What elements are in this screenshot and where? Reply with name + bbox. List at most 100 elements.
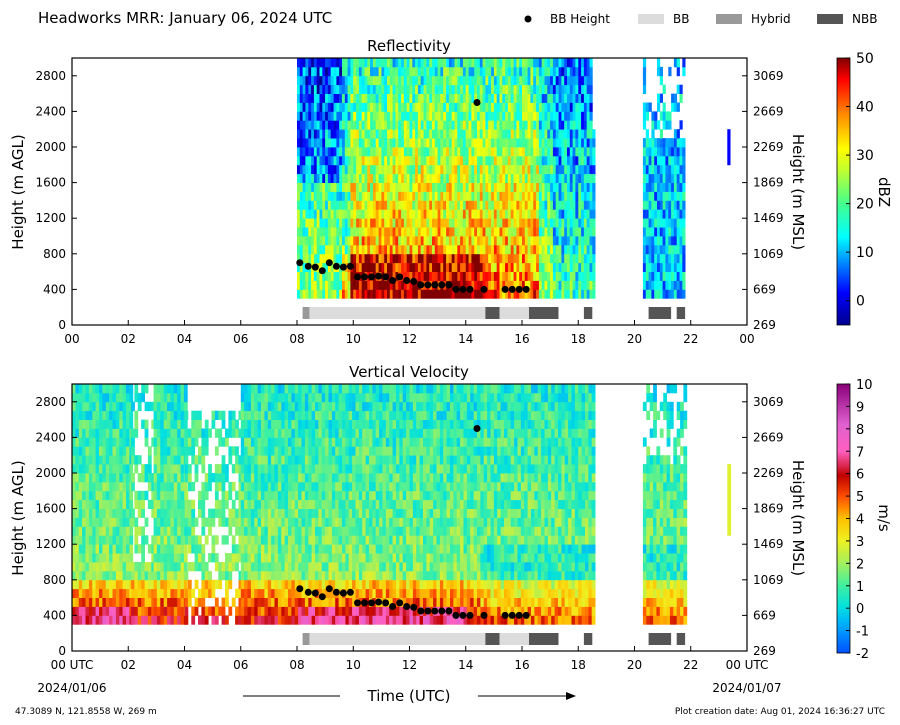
reflectivity-cell <box>319 191 323 201</box>
reflectivity-cell <box>567 227 571 237</box>
reflectivity-cell <box>311 75 315 86</box>
velocity-cell <box>261 490 265 501</box>
reflectivity-cell <box>440 173 444 183</box>
velocity-cell <box>225 562 229 572</box>
velocity-cell <box>304 428 309 438</box>
reflectivity-cell <box>429 129 433 139</box>
reflectivity-cell <box>353 173 357 183</box>
reflectivity-cell <box>567 244 571 255</box>
velocity-cell <box>167 473 171 483</box>
reflectivity-cell <box>589 138 593 148</box>
reflectivity-cell <box>364 155 368 166</box>
reflectivity-cell <box>460 227 464 237</box>
reflectivity-cell <box>344 111 348 121</box>
velocity-cell <box>167 419 171 429</box>
reflectivity-cell <box>581 209 585 219</box>
reflectivity-cell <box>344 93 348 103</box>
reflectivity-cell <box>671 236 675 246</box>
reflectivity-cell <box>468 236 472 246</box>
reflectivity-cell <box>308 191 312 201</box>
y-tick-label: 2400 <box>35 104 66 118</box>
reflectivity-cell <box>665 182 669 192</box>
reflectivity-cell <box>462 280 467 290</box>
reflectivity-cell <box>572 120 576 130</box>
velocity-cell <box>167 446 171 456</box>
reflectivity-cell <box>398 93 402 103</box>
velocity-cell <box>137 508 142 518</box>
reflectivity-cell <box>491 93 495 103</box>
velocity-cell <box>134 544 139 554</box>
reflectivity-cell <box>516 120 520 130</box>
reflectivity-cell <box>432 120 436 130</box>
bb-height-point <box>332 262 340 270</box>
velocity-cell <box>160 579 165 590</box>
reflectivity-cell <box>398 84 402 94</box>
reflectivity-cell <box>564 262 568 272</box>
reflectivity-cell <box>488 138 492 148</box>
velocity-cell <box>184 588 189 598</box>
reflectivity-cell <box>544 75 548 86</box>
reflectivity-cell <box>384 289 388 299</box>
velocity-cell <box>261 392 265 403</box>
reflectivity-cell <box>502 66 506 77</box>
reflectivity-cell <box>496 200 500 210</box>
velocity-cell <box>88 419 93 429</box>
reflectivity-cell <box>406 120 410 130</box>
velocity-cell <box>134 410 139 420</box>
reflectivity-cell <box>378 147 382 157</box>
velocity-cell <box>88 481 93 492</box>
velocity-cell <box>235 562 239 572</box>
velocity-cell <box>129 392 134 403</box>
velocity-cell <box>191 446 196 456</box>
reflectivity-cell <box>457 236 461 246</box>
reflectivity-cell <box>488 218 492 228</box>
reflectivity-cell <box>668 66 672 77</box>
velocity-cell <box>254 464 259 474</box>
reflectivity-cell <box>389 218 393 228</box>
reflectivity-cell <box>586 173 590 183</box>
velocity-cell <box>82 579 86 590</box>
velocity-cell <box>151 473 156 483</box>
reflectivity-cell <box>327 209 332 219</box>
reflectivity-cell <box>432 191 436 201</box>
velocity-cell <box>261 544 265 554</box>
reflectivity-cell <box>387 138 391 148</box>
reflectivity-cell <box>448 271 453 281</box>
reflectivity-cell <box>530 75 534 86</box>
reflectivity-cell <box>561 280 565 290</box>
velocity-cell <box>281 490 286 501</box>
velocity-cell <box>173 401 178 412</box>
velocity-cell <box>221 410 226 420</box>
velocity-cell <box>156 490 161 501</box>
reflectivity-cell <box>401 191 405 201</box>
reflectivity-cell <box>536 155 540 166</box>
velocity-cell <box>137 526 142 536</box>
reflectivity-cell <box>662 182 666 192</box>
reflectivity-cell <box>589 262 593 272</box>
velocity-cell <box>298 570 302 581</box>
velocity-cell <box>153 562 158 572</box>
reflectivity-cell <box>552 111 557 121</box>
reflectivity-cell <box>586 164 590 175</box>
reflectivity-cell <box>350 120 354 130</box>
reflectivity-cell <box>392 58 396 68</box>
reflectivity-cell <box>448 102 453 112</box>
reflectivity-cell <box>440 120 444 130</box>
reflectivity-cell <box>477 164 481 175</box>
reflectivity-cell <box>561 244 565 255</box>
reflectivity-cell <box>358 218 363 228</box>
velocity-cell <box>75 464 80 474</box>
reflectivity-cell <box>401 147 405 157</box>
reflectivity-cell <box>586 271 590 281</box>
reflectivity-cell <box>350 280 354 290</box>
y-tick-label: 800 <box>43 247 66 261</box>
velocity-cell <box>247 579 252 590</box>
velocity-cell <box>112 535 117 545</box>
reflectivity-cell <box>682 138 686 148</box>
reflectivity-cell <box>502 182 506 192</box>
velocity-cell <box>126 401 130 412</box>
reflectivity-cell <box>325 111 329 121</box>
reflectivity-cell <box>333 173 337 183</box>
reflectivity-cell <box>299 253 303 264</box>
reflectivity-cell <box>426 218 430 228</box>
